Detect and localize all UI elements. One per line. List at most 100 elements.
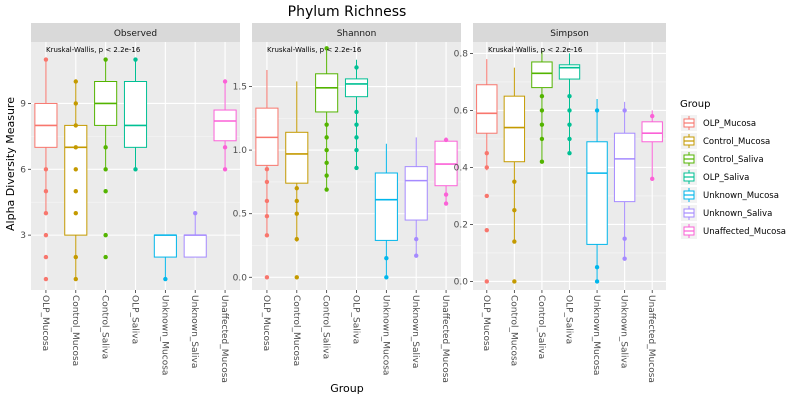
x-tick-label: Control_Mucosa	[508, 295, 518, 366]
x-tick-label: Unknown_Saliva	[619, 295, 629, 368]
facet-simpson: Simpson 0.0 0.2 0.4 0.6 0.8 OLP_Mucosa Control_…	[454, 23, 666, 383]
outlier-point	[264, 233, 270, 238]
outlier-point	[264, 214, 270, 219]
box-unknown-mucosa	[586, 99, 608, 284]
box-iqr	[404, 166, 428, 221]
box-olp-mucosa	[255, 69, 279, 280]
kruskal-wallis-annotation: Kruskal-Wallis, p < 2.2e-16	[488, 46, 583, 54]
outlier-point	[594, 279, 600, 284]
x-tick-label: Unaffected_Mucosa	[440, 295, 450, 383]
box-iqr	[285, 131, 309, 184]
outlier-point	[43, 254, 49, 260]
outlier-point	[294, 236, 299, 242]
outlier-point	[264, 166, 270, 172]
kruskal-wallis-annotation: Kruskal-Wallis, p < 2.2e-16	[46, 46, 141, 54]
y-tick-label: 9	[20, 99, 26, 109]
outlier-point	[264, 275, 270, 280]
x-tick-label: OLP_Saliva	[130, 295, 140, 344]
box-unaffected-mucosa	[213, 79, 237, 172]
outlier-point	[650, 113, 655, 119]
x-tick-label: Unknown_Mucosa	[380, 295, 390, 375]
outlier-point	[73, 276, 78, 282]
box-olp-mucosa	[476, 59, 498, 284]
box-iqr	[315, 73, 339, 113]
x-tick-label: Control_Saliva	[321, 295, 331, 359]
outlier-point	[414, 253, 419, 258]
outlier-point	[294, 186, 299, 191]
box-unaffected-mucosa	[641, 110, 663, 182]
box-iqr	[374, 172, 398, 241]
x-tick-label: Control_Mucosa	[291, 295, 301, 366]
outlier-point	[324, 46, 329, 51]
legend-title: Group	[680, 99, 710, 110]
legend-item-control-saliva: Control_Saliva	[681, 151, 764, 167]
x-tick-label: Unknown_Mucosa	[159, 295, 169, 375]
outlier-point	[103, 254, 108, 260]
outlier-point	[484, 279, 489, 284]
outlier-point	[567, 93, 572, 99]
x-tick-label: Unaffected_Mucosa	[219, 295, 229, 383]
x-tick-label: OLP_Saliva	[351, 295, 361, 344]
outlier-point	[443, 137, 449, 143]
outlier-point	[594, 108, 600, 113]
box-iqr	[641, 121, 663, 143]
facet-panels: Observed 3 6 9 OLP_Mucosa Control_Mucosa Contr…	[20, 23, 666, 383]
outlier-point	[264, 179, 270, 185]
legend-label: OLP_Saliva	[703, 173, 749, 183]
strip-label: Simpson	[550, 29, 589, 39]
outlier-point	[43, 276, 49, 282]
outlier-point	[622, 108, 627, 113]
box-iqr	[586, 141, 608, 245]
box-iqr	[123, 81, 148, 148]
outlier-point	[539, 108, 545, 113]
outlier-point	[43, 210, 49, 216]
outlier-point	[222, 167, 228, 172]
outlier-point	[354, 122, 359, 127]
outlier-point	[133, 167, 138, 172]
strip-observed	[31, 23, 240, 42]
box-unknown-mucosa	[374, 143, 398, 280]
x-tick-label: OLP_Mucosa	[261, 295, 271, 351]
outlier-point	[324, 147, 329, 153]
outlier-point	[354, 65, 359, 70]
outlier-point	[324, 135, 329, 140]
y-tick-label: 0.6	[454, 106, 469, 116]
x-tick-label: OLP_Saliva	[564, 295, 574, 344]
outlier-point	[384, 275, 389, 280]
outlier-point	[103, 57, 108, 62]
y-tick-label: 0.5	[233, 210, 247, 220]
outlier-point	[512, 207, 517, 213]
outlier-point	[594, 264, 600, 270]
legend-item-unaffected-mucosa: Unaffected_Mucosa	[681, 223, 786, 239]
box-iqr	[213, 109, 237, 142]
legend-label: Control_Mucosa	[703, 137, 770, 147]
outlier-point	[73, 145, 78, 150]
box-control-mucosa	[285, 81, 309, 280]
outlier-point	[73, 123, 78, 128]
outlier-point	[567, 150, 572, 156]
x-tick-label: Control_Saliva	[100, 295, 110, 359]
outlier-point	[103, 145, 108, 150]
outlier-point	[43, 167, 49, 172]
x-tick-label: Control_Saliva	[536, 295, 546, 359]
box-olp-saliva	[123, 57, 148, 172]
strip-shannon	[252, 23, 461, 42]
strip-label: Observed	[114, 29, 157, 39]
box-unknown-saliva	[404, 137, 428, 258]
box-unaffected-mucosa	[434, 137, 458, 206]
outlier-point	[73, 189, 78, 194]
outlier-point	[43, 232, 49, 238]
outlier-point	[163, 276, 168, 282]
legend-label: OLP_Mucosa	[703, 119, 756, 129]
legend-item-olp-saliva: OLP_Saliva	[681, 169, 749, 185]
legend: Group OLP_Mucosa Control_Mucosa Control_Sa…	[680, 99, 786, 239]
outlier-point	[622, 236, 627, 241]
y-tick-label: 0.8	[454, 49, 469, 59]
outlier-point	[567, 122, 572, 127]
outlier-point	[264, 198, 270, 204]
outlier-point	[294, 211, 299, 216]
box-unknown-saliva	[183, 210, 207, 258]
outlier-point	[539, 159, 545, 164]
y-tick-label: 1.5	[233, 83, 247, 93]
